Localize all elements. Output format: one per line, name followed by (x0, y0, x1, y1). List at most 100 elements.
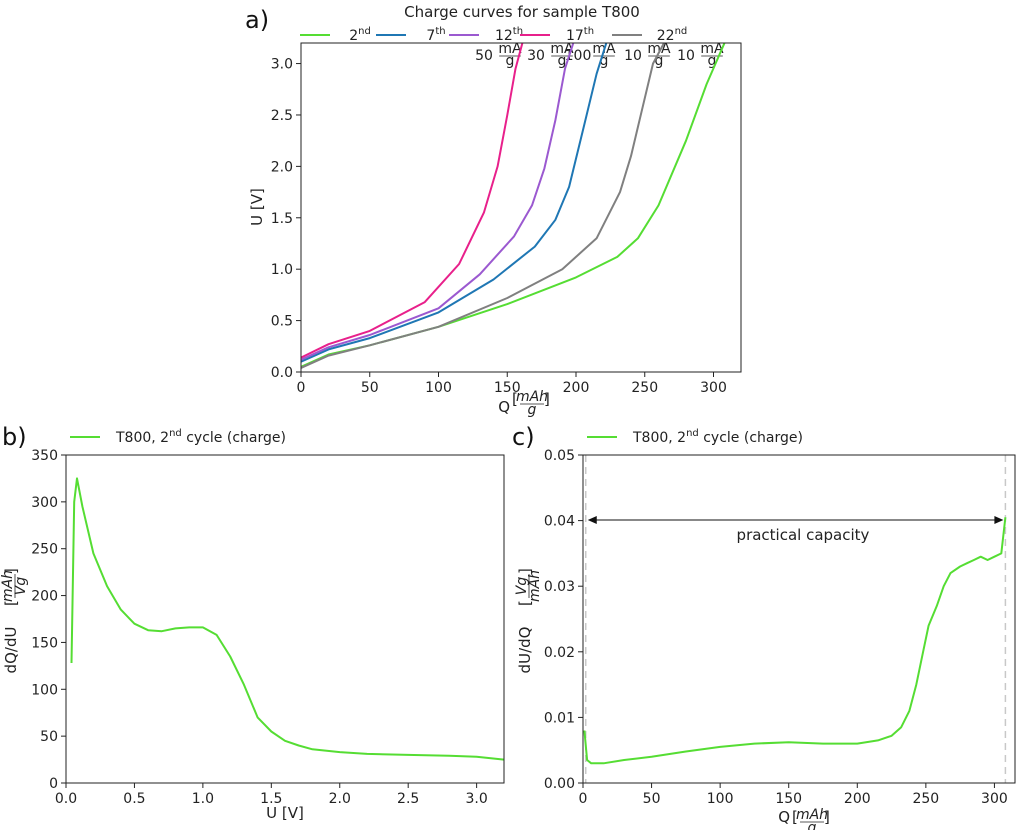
b-ytick-label: 350 (31, 448, 58, 464)
b-ytick-label: 50 (40, 729, 58, 745)
c-ytick-label: 0.04 (544, 514, 575, 530)
b-ytick-label: 100 (31, 682, 58, 698)
y-unit-fraction-b-den: Vg (13, 577, 29, 596)
c-xtick-label: 200 (844, 791, 871, 807)
c-xtick-label: 100 (707, 791, 734, 807)
c-xtick-label: 150 (775, 791, 802, 807)
a-ytick-label: 2.0 (271, 159, 293, 175)
series-line-7th (301, 43, 608, 363)
b-ytick-label: 300 (31, 495, 58, 511)
y-bracket-close-b: ] (2, 568, 20, 574)
ticks-c: 0 50 100 150 200 250 300 0.00 0.01 0.02 0.03 0.04 0.… (544, 448, 1008, 807)
b-ytick-label: 250 (31, 542, 58, 558)
panel-c-label: c) (512, 423, 535, 451)
y-bracket-open-c: [ (516, 600, 534, 606)
legend-label-7th: 7th (426, 26, 445, 44)
y-label-text-b: dQ/dU (2, 627, 20, 674)
rate-unit-12th-num: mA (498, 41, 522, 57)
a-xtick-label: 250 (631, 380, 658, 396)
y-axis-label-a: U [V] (248, 188, 266, 226)
c-xtick-label: 300 (981, 791, 1008, 807)
rate-unit-2nd: mAg (700, 41, 724, 69)
panel-a-label: a) (245, 6, 269, 34)
a-xtick-label: 200 (563, 380, 590, 396)
b-ytick-label: 200 (31, 589, 58, 605)
a-ytick-label: 0.5 (271, 314, 293, 330)
rate-label-2nd: 10 (677, 48, 695, 64)
b-xtick-label: 2.5 (397, 791, 419, 807)
series-line-12th (301, 43, 575, 361)
legend-label-2nd: 2nd (349, 26, 371, 44)
a-xtick-label: 50 (361, 380, 379, 396)
rate-label-7th: 30 (527, 48, 545, 64)
series-group-a (301, 43, 726, 369)
rate-unit-2nd-den: g (708, 53, 717, 69)
series-line-dUdQ (583, 517, 1007, 765)
plot-b (70, 477, 505, 761)
series-line-dQdU (70, 477, 505, 761)
y-bracket-close-c: ] (516, 568, 534, 574)
b-xtick-label: 3.0 (465, 791, 487, 807)
ticks-b: 0.0 0.5 1.0 1.5 2.0 2.5 3.0 0 50 100 150 200 250 300 3… (31, 448, 487, 807)
rate-unit-17th-den: g (600, 53, 609, 69)
plot-a (301, 43, 726, 369)
a-ytick-label: 1.5 (271, 211, 293, 227)
a-ytick-label: 0.0 (271, 365, 293, 381)
rate-unit-22nd-num: mA (647, 41, 671, 57)
b-xtick-label: 0.5 (123, 791, 145, 807)
y-unit-fraction-c-num: Vg (514, 577, 530, 596)
a-ytick-label: 2.5 (271, 108, 293, 124)
x-unit-fraction-a-num: mAh (516, 389, 548, 405)
rate-unit-22nd: mAg (647, 41, 671, 69)
b-xtick-label: 1.0 (192, 791, 214, 807)
legend-label-b: T800, 2nd cycle (charge) (115, 428, 286, 446)
x-unit-fraction-a-den: g (528, 402, 537, 418)
rate-unit-17th: mAg (592, 41, 616, 69)
x-axis-label-c: Q (778, 808, 790, 826)
rate-label-12th: 50 (475, 48, 493, 64)
a-ytick-label: 3.0 (271, 57, 293, 73)
a-xtick-label: 150 (494, 380, 521, 396)
practical-capacity-annotation: practical capacity (587, 516, 1004, 544)
legend-b: T800, 2nd cycle (charge) (70, 428, 286, 446)
chart-a-title: Charge curves for sample T800 (404, 3, 640, 21)
plot-c (583, 455, 1007, 783)
y-label-text-c: dU/dQ (516, 627, 534, 674)
panel-b-label: b) (2, 423, 27, 451)
c-xtick-label: 0 (579, 791, 588, 807)
legend-label-c: T800, 2nd cycle (charge) (632, 428, 803, 446)
ticks-a: 0 50 100 150 200 250 300 0.0 0.5 1.0 1.5 2.0 2.5 3.0 (271, 57, 727, 396)
b-ytick-label: 150 (31, 635, 58, 651)
series-line-2nd (301, 43, 726, 368)
b-ytick-label: 0 (49, 776, 58, 792)
c-ytick-label: 0.02 (544, 645, 575, 661)
y-bracket-open-b: [ (2, 600, 20, 606)
plot-c-frame (582, 454, 1016, 784)
x-unit-bracket-close-c: ] (824, 808, 830, 826)
rate-unit-22nd-den: g (655, 53, 664, 69)
b-xtick-label: 1.5 (260, 791, 282, 807)
a-xtick-label: 0 (297, 380, 306, 396)
plot-a-frame (300, 42, 742, 373)
series-line-17th (301, 43, 524, 359)
c-xtick-label: 250 (912, 791, 939, 807)
c-ytick-label: 0.01 (544, 710, 575, 726)
x-unit-bracket-open-c: [ (792, 808, 798, 826)
y-unit-fraction-c-den: mAh (527, 570, 543, 602)
c-ytick-label: 0.00 (544, 776, 575, 792)
x-unit-fraction-c-den: g (808, 820, 817, 830)
x-axis-label-a: Q (498, 398, 510, 416)
legend-a: 2nd 7th 12th 17th 22nd (300, 26, 687, 44)
c-xtick-label: 50 (643, 791, 661, 807)
capacity-arrow-head-left (587, 516, 597, 524)
